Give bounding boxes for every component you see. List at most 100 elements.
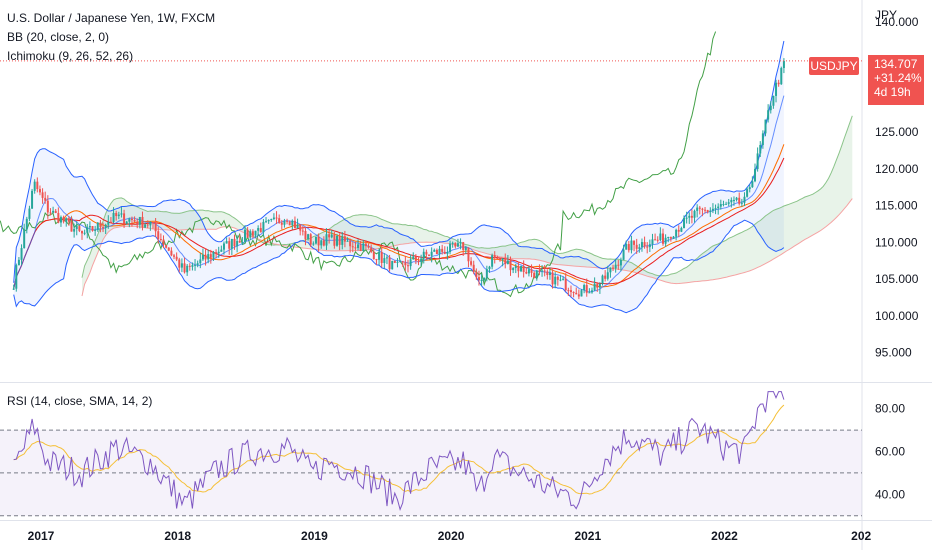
candle bbox=[272, 213, 275, 221]
candle bbox=[109, 217, 112, 224]
candle bbox=[580, 288, 583, 297]
candle bbox=[301, 226, 304, 236]
candle bbox=[488, 265, 491, 273]
candle bbox=[280, 219, 283, 230]
ichimoku-legend[interactable]: Ichimoku (9, 26, 52, 26) bbox=[7, 49, 134, 63]
candle bbox=[115, 210, 118, 221]
candle bbox=[372, 248, 375, 260]
candle bbox=[548, 267, 551, 280]
candle bbox=[588, 288, 591, 294]
candle bbox=[162, 235, 165, 249]
candle bbox=[612, 264, 615, 271]
candle bbox=[525, 267, 528, 275]
candle bbox=[727, 198, 730, 207]
candle bbox=[288, 220, 291, 226]
candle bbox=[180, 258, 183, 273]
candle bbox=[102, 222, 105, 233]
candle bbox=[546, 269, 549, 280]
candle bbox=[420, 254, 423, 267]
candle bbox=[575, 287, 578, 295]
candle bbox=[275, 211, 278, 225]
candle bbox=[688, 212, 691, 224]
candle bbox=[661, 228, 664, 246]
candle bbox=[619, 257, 622, 272]
candle bbox=[199, 252, 202, 269]
candle bbox=[753, 163, 756, 183]
candle bbox=[722, 200, 725, 207]
candle bbox=[651, 233, 654, 249]
bb-legend[interactable]: BB (20, close, 2, 0) bbox=[7, 30, 110, 44]
price-tick-label: 115.000 bbox=[875, 199, 918, 213]
candle bbox=[509, 256, 512, 276]
price-tick-label: 120.000 bbox=[875, 162, 919, 176]
candle bbox=[585, 278, 588, 297]
candle bbox=[133, 216, 136, 223]
candle bbox=[138, 216, 141, 229]
candle bbox=[170, 247, 173, 257]
candle bbox=[362, 239, 365, 252]
candle bbox=[554, 272, 557, 289]
candle bbox=[606, 265, 609, 281]
candle bbox=[222, 241, 225, 255]
candle bbox=[215, 249, 218, 259]
candle bbox=[88, 221, 91, 233]
candle bbox=[94, 225, 97, 236]
candle bbox=[304, 227, 307, 246]
candle bbox=[217, 246, 220, 258]
candle bbox=[454, 242, 457, 249]
candle bbox=[567, 287, 570, 296]
candle bbox=[293, 216, 296, 229]
candle bbox=[286, 218, 289, 225]
candle bbox=[28, 205, 31, 221]
candle bbox=[504, 253, 507, 269]
candle bbox=[33, 179, 36, 194]
candle bbox=[748, 184, 751, 193]
candle bbox=[341, 232, 344, 250]
candle bbox=[614, 258, 617, 273]
price-tick-label: 110.000 bbox=[875, 235, 918, 249]
candle bbox=[230, 238, 233, 255]
candle bbox=[393, 260, 396, 264]
candle bbox=[596, 282, 599, 292]
candle bbox=[262, 218, 265, 237]
time-tick-label: 2019 bbox=[301, 529, 328, 543]
candle bbox=[404, 255, 407, 272]
candle bbox=[717, 203, 720, 215]
candle bbox=[336, 234, 339, 247]
candle bbox=[470, 257, 473, 267]
candle bbox=[399, 259, 402, 263]
candle bbox=[443, 246, 446, 255]
candle bbox=[438, 245, 441, 259]
candle bbox=[149, 221, 152, 231]
candle bbox=[435, 248, 438, 255]
rsi-legend[interactable]: RSI (14, close, SMA, 14, 2) bbox=[7, 394, 153, 408]
candle bbox=[220, 245, 223, 252]
candle bbox=[738, 192, 741, 206]
candle bbox=[25, 216, 28, 234]
candle bbox=[23, 223, 26, 249]
candle bbox=[604, 270, 607, 282]
candle bbox=[472, 260, 475, 275]
candle bbox=[307, 233, 310, 241]
candle bbox=[243, 225, 246, 243]
candle bbox=[196, 260, 199, 268]
candle bbox=[462, 241, 465, 256]
candle bbox=[254, 230, 257, 239]
candle bbox=[535, 269, 538, 281]
candle bbox=[228, 237, 231, 255]
candle bbox=[99, 219, 102, 233]
candle bbox=[36, 177, 39, 193]
price-tick-label: 105.000 bbox=[875, 272, 919, 286]
candle bbox=[144, 223, 147, 229]
candle bbox=[249, 229, 252, 240]
candle bbox=[67, 216, 70, 226]
candle bbox=[128, 217, 131, 228]
candle bbox=[772, 95, 775, 109]
time-tick-label: 2018 bbox=[164, 529, 191, 543]
candle bbox=[328, 229, 331, 244]
candle bbox=[625, 240, 628, 250]
candle bbox=[669, 236, 672, 242]
candle bbox=[325, 228, 328, 250]
candle bbox=[775, 79, 778, 103]
